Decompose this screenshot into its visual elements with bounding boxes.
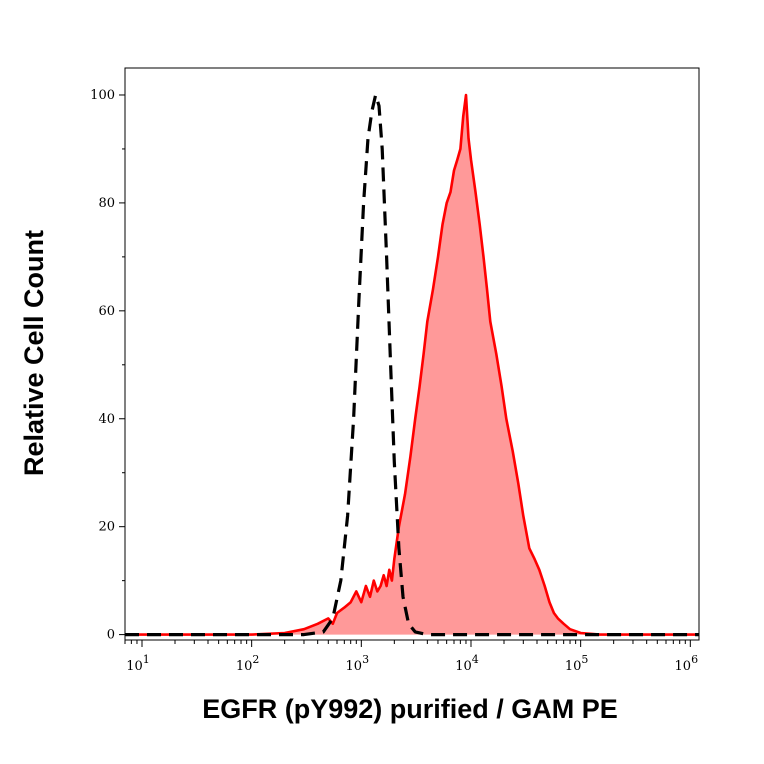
x-tick-label: 104 (455, 653, 479, 674)
y-tick-label: 100 (90, 88, 115, 103)
x-tick-label: 103 (346, 653, 370, 674)
x-tick-label: 101 (126, 653, 150, 674)
y-axis-title: Relative Cell Count (19, 230, 49, 476)
series-layer (125, 93, 699, 637)
y-tick-label: 40 (98, 412, 115, 427)
sample-histogram-line (125, 93, 699, 636)
sample-histogram-fill (125, 95, 699, 635)
x-axis: 101 102 103 104 105 106 (124, 640, 699, 674)
y-tick-label: 60 (98, 304, 115, 319)
y-tick-label: 0 (107, 628, 115, 643)
x-tick-label: 105 (565, 653, 589, 674)
x-axis-title: EGFR (pY992) purified / GAM PE (202, 694, 618, 724)
x-tick-label: 106 (675, 653, 699, 674)
plot-frame (124, 67, 700, 641)
y-tick-label: 20 (98, 520, 115, 535)
y-axis: 0 20 40 60 80 100 (90, 88, 125, 643)
x-tick-label: 102 (236, 653, 260, 674)
y-tick-label: 80 (98, 196, 115, 211)
